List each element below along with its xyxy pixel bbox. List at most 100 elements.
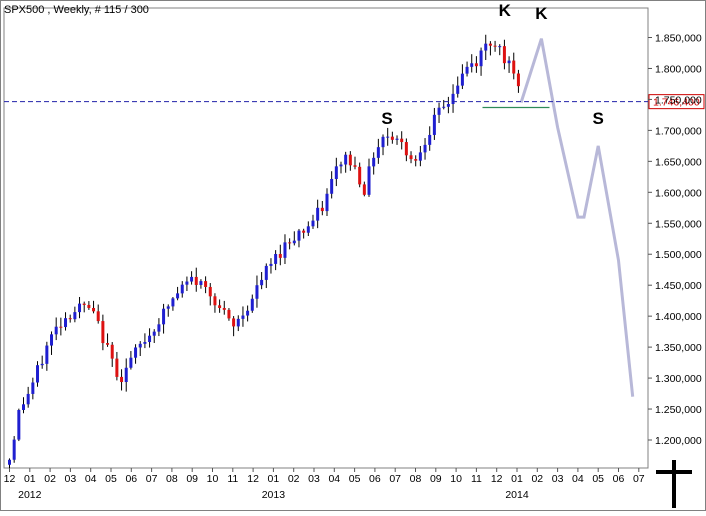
candle-up <box>64 318 68 328</box>
candle-down <box>218 305 222 308</box>
x-tick-label: 08 <box>166 473 178 485</box>
chart-title: SPX500 , Weekly, # 115 / 300 <box>4 4 149 16</box>
pattern-annotation: S <box>381 109 392 128</box>
candle-down <box>358 166 362 185</box>
candle-up <box>236 318 240 327</box>
y-tick-label: 1.250,000 <box>655 404 702 416</box>
candle-up <box>306 226 310 233</box>
candle-up <box>372 157 376 167</box>
x-tick-label: 07 <box>146 473 158 485</box>
candle-up <box>246 310 250 316</box>
candle-up <box>325 193 329 212</box>
x-tick-label: 02 <box>531 473 543 485</box>
y-tick-label: 1.650,000 <box>655 156 702 168</box>
candle-up <box>442 106 446 108</box>
candle-down <box>59 326 63 328</box>
candle-up <box>8 459 11 465</box>
candle-up <box>241 315 245 319</box>
candle-down <box>87 304 91 308</box>
candle-up <box>330 178 334 194</box>
x-tick-label: 02 <box>288 473 300 485</box>
candle-up <box>465 66 469 74</box>
candle-down <box>390 136 394 140</box>
candle-up <box>171 298 175 307</box>
candle-up <box>260 279 264 286</box>
candle-up <box>40 363 44 366</box>
candle-up <box>269 263 273 266</box>
x-tick-label: 01 <box>268 473 280 485</box>
candle-down <box>106 343 110 345</box>
x-tick-label: 09 <box>186 473 198 485</box>
x-tick-label: 02 <box>44 473 56 485</box>
x-tick-label: 09 <box>430 473 442 485</box>
candle-down <box>488 43 492 46</box>
x-tick-label: 05 <box>349 473 361 485</box>
x-tick-label: 08 <box>410 473 422 485</box>
candle-up <box>26 393 30 405</box>
candle-up <box>437 107 441 115</box>
candle-down <box>353 165 357 167</box>
candle-up <box>166 306 170 309</box>
projection-line <box>519 38 635 397</box>
candle-down <box>302 230 306 233</box>
y-tick-label: 1.450,000 <box>655 280 702 292</box>
candle-up <box>334 166 338 179</box>
pattern-annotation: K <box>499 1 512 20</box>
candle-down <box>96 311 100 322</box>
x-tick-label: 01 <box>511 473 523 485</box>
candle-down <box>115 358 119 377</box>
candle-up <box>344 154 348 165</box>
x-year-label: 2014 <box>505 489 529 501</box>
candle-up <box>264 265 268 280</box>
candle-down <box>194 276 198 285</box>
candle-up <box>255 285 259 299</box>
candle-up <box>484 43 488 51</box>
current-price-label: 1.746,400 <box>653 97 700 109</box>
x-tick-label: 05 <box>592 473 604 485</box>
x-tick-label: 12 <box>247 473 259 485</box>
candle-down <box>222 307 226 310</box>
plot-frame <box>3 7 649 469</box>
y-tick-label: 1.700,000 <box>655 125 702 137</box>
x-tick-label: 06 <box>613 473 625 485</box>
candle-up <box>138 343 142 348</box>
candle-up <box>316 207 320 221</box>
candle-up <box>148 335 152 343</box>
candle-up <box>17 409 21 440</box>
candle-up <box>157 324 161 332</box>
candle-down <box>404 142 408 156</box>
x-tick-label: 03 <box>308 473 320 485</box>
candle-up <box>129 357 133 368</box>
candle-up <box>190 276 194 282</box>
candle-up <box>176 293 180 299</box>
x-tick-label: 05 <box>105 473 117 485</box>
y-tick-label: 1.200,000 <box>655 435 702 447</box>
x-axis: 12 01 02 03 04 05 06 07 08 09 10 11 12 01 02 03 04 05 06 07… <box>4 468 645 501</box>
candle-up <box>428 134 432 145</box>
y-tick-label: 1.350,000 <box>655 342 702 354</box>
x-tick-label: 04 <box>572 473 584 485</box>
y-axis: 1.850,000 1.800,000 1.750,000 1.700,000 1.65… <box>648 33 702 447</box>
candle-up <box>31 382 35 394</box>
y-tick-label: 1.750,000 <box>655 94 702 106</box>
x-tick-label: 12 <box>491 473 503 485</box>
candle-up <box>54 326 58 335</box>
candle-up <box>446 104 450 107</box>
candle-down <box>278 254 282 258</box>
x-tick-label: 11 <box>227 473 238 485</box>
x-tick-label: 04 <box>85 473 97 485</box>
plus-marker-icon[interactable] <box>656 460 692 508</box>
candle-up <box>432 114 436 135</box>
grid-lines <box>3 7 649 469</box>
candle-down <box>101 321 105 344</box>
candle-down <box>120 376 124 383</box>
y-tick-label: 1.800,000 <box>655 63 702 75</box>
candle-down <box>400 138 404 143</box>
candle-up <box>152 331 156 336</box>
y-tick-label: 1.850,000 <box>655 33 702 45</box>
x-tick-label: 06 <box>369 473 381 485</box>
x-tick-label: 12 <box>4 473 16 485</box>
